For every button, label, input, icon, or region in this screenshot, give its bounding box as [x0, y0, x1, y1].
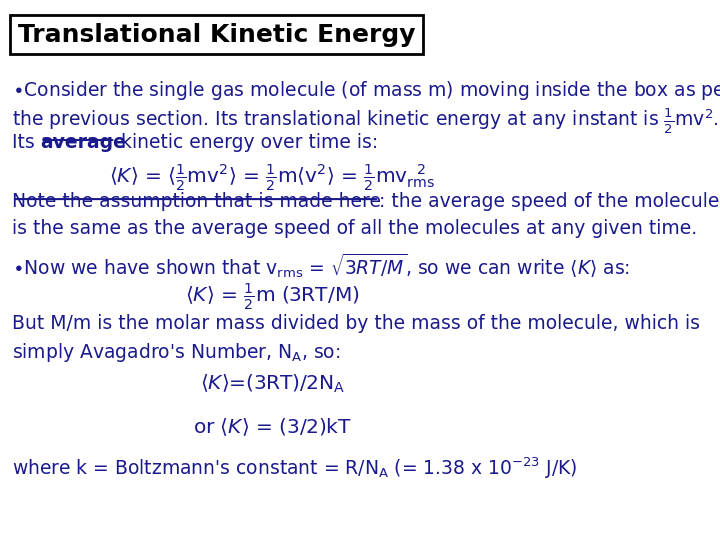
Text: where k = Boltzmann's constant = R/N$_{\mathsf{A}}$ (= 1.38 x 10$^{-23}$ J/K): where k = Boltzmann's constant = R/N$_{\… — [12, 455, 578, 481]
Text: $\langle K\rangle$ = $\langle\frac{1}{2}$mv$^{2}\rangle$ = $\frac{1}{2}$m$\langl: $\langle K\rangle$ = $\langle\frac{1}{2}… — [109, 163, 436, 193]
Text: $\bullet$Now we have shown that v$_{\mathsf{rms}}$ = $\sqrt{3RT/M}$, so we can w: $\bullet$Now we have shown that v$_{\mat… — [12, 251, 630, 280]
Text: Translational Kinetic Energy: Translational Kinetic Energy — [18, 23, 415, 47]
Text: Its: Its — [12, 133, 41, 152]
Text: $\langle K\rangle$=(3RT)/2N$_{\mathsf{A}}$: $\langle K\rangle$=(3RT)/2N$_{\mathsf{A}… — [199, 373, 345, 395]
Text: But M/m is the molar mass divided by the mass of the molecule, which is: But M/m is the molar mass divided by the… — [12, 314, 701, 333]
Text: simply Avagadro's Number, N$_{\mathsf{A}}$, so:: simply Avagadro's Number, N$_{\mathsf{A}… — [12, 341, 341, 364]
Text: : the average speed of the molecule: : the average speed of the molecule — [379, 192, 719, 211]
Text: kinetic energy over time is:: kinetic energy over time is: — [115, 133, 379, 152]
Text: $\langle K\rangle$ = $\frac{1}{2}$m (3RT/M): $\langle K\rangle$ = $\frac{1}{2}$m (3RT… — [185, 282, 360, 312]
Text: is the same as the average speed of all the molecules at any given time.: is the same as the average speed of all … — [12, 219, 698, 238]
Text: average: average — [40, 133, 126, 152]
Text: Note the assumption that is made here: Note the assumption that is made here — [12, 192, 381, 211]
Text: the previous section. Its translational kinetic energy at any instant is $\frac{: the previous section. Its translational … — [12, 106, 719, 136]
Text: or $\langle K\rangle$ = (3/2)kT: or $\langle K\rangle$ = (3/2)kT — [193, 416, 352, 438]
Text: $\bullet$Consider the single gas molecule (of mass m) moving inside the box as p: $\bullet$Consider the single gas molecul… — [12, 79, 720, 102]
